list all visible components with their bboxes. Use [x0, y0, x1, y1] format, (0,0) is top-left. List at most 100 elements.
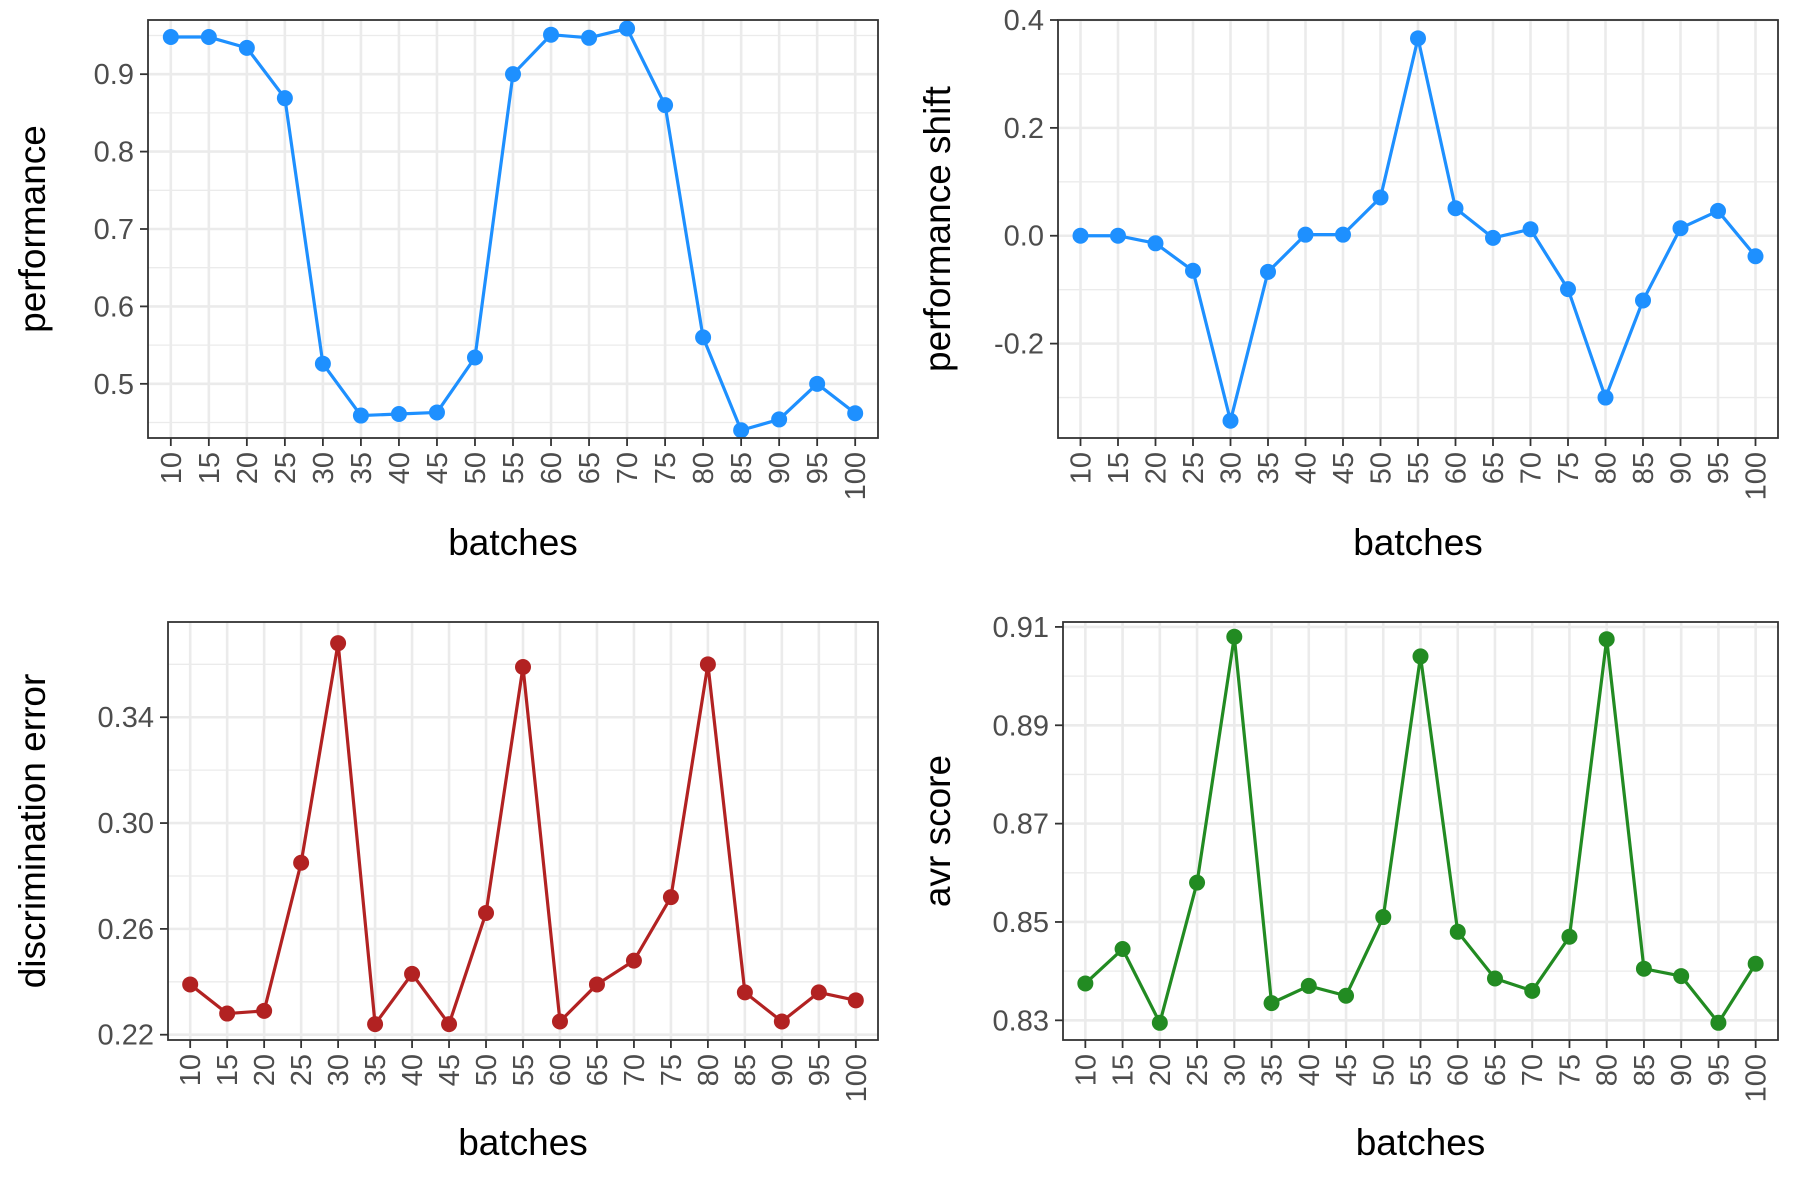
data-point	[1114, 941, 1131, 958]
x-tick-label: 25	[286, 1054, 318, 1086]
data-point	[699, 656, 716, 673]
y-tick-label: 0.4	[1004, 5, 1044, 37]
data-point	[662, 889, 679, 906]
x-tick-label: 30	[1216, 452, 1248, 484]
x-tick-label: 55	[1406, 1054, 1438, 1086]
data-point	[1747, 955, 1764, 972]
data-point	[1412, 648, 1429, 665]
y-tick-label: 0.5	[94, 369, 134, 401]
data-point	[367, 1016, 384, 1033]
x-tick-label: 85	[1629, 1054, 1661, 1086]
data-point	[1338, 987, 1355, 1004]
x-axis-title: batches	[1356, 1122, 1486, 1163]
x-tick-label: 40	[1294, 1054, 1326, 1086]
x-tick-label: 85	[730, 1054, 762, 1086]
x-tick-label: 80	[693, 1054, 725, 1086]
x-axis-title: batches	[458, 1122, 588, 1163]
y-axis-title: discrimination error	[12, 674, 53, 989]
data-point	[733, 422, 750, 439]
data-point	[238, 39, 255, 56]
x-tick-label: 45	[434, 1054, 466, 1086]
x-tick-label: 25	[270, 452, 302, 484]
data-point	[200, 29, 217, 46]
x-tick-label: 45	[1331, 1054, 1363, 1086]
data-point	[478, 905, 495, 922]
data-point	[1263, 995, 1280, 1012]
data-point	[162, 29, 179, 46]
x-tick-label: 100	[840, 452, 872, 500]
x-tick-label: 20	[232, 452, 264, 484]
y-axis-title: performance shift	[917, 85, 958, 372]
data-point	[1635, 960, 1652, 977]
data-point	[1335, 226, 1351, 243]
data-point	[1447, 200, 1464, 217]
x-tick-label: 100	[841, 1054, 873, 1102]
data-point	[1185, 262, 1201, 279]
data-point	[352, 407, 369, 424]
data-point	[330, 635, 347, 652]
y-tick-label: 0.85	[993, 907, 1049, 939]
data-point	[1524, 982, 1541, 999]
x-tick-label: 30	[1219, 1054, 1251, 1086]
data-point	[1598, 631, 1615, 648]
data-point	[515, 658, 531, 675]
x-tick-label: 15	[194, 452, 226, 484]
data-point	[1561, 928, 1578, 945]
y-tick-label: 0.87	[993, 809, 1049, 841]
x-tick-label: 10	[156, 452, 188, 484]
data-point	[428, 404, 445, 421]
data-point	[314, 355, 331, 372]
x-tick-label: 65	[1480, 1054, 1512, 1086]
data-point	[1147, 235, 1164, 252]
x-tick-label: 75	[1554, 1054, 1586, 1086]
data-point	[771, 411, 788, 428]
x-tick-label: 90	[1666, 1054, 1698, 1086]
x-tick-label: 35	[1253, 452, 1285, 484]
data-point	[1522, 221, 1539, 238]
y-tick-label: 0.6	[94, 291, 134, 323]
data-point	[551, 1013, 568, 1030]
data-point	[736, 984, 753, 1001]
x-tick-label: 95	[802, 452, 834, 484]
y-tick-label: 0.9	[94, 59, 134, 91]
data-point	[293, 854, 310, 871]
data-point	[1189, 874, 1206, 891]
x-tick-label: 30	[308, 452, 340, 484]
x-tick-label: 60	[1443, 1054, 1475, 1086]
data-point	[810, 984, 827, 1001]
data-point	[1485, 229, 1501, 246]
x-tick-label: 75	[650, 452, 682, 484]
y-tick-label: 0.34	[98, 702, 154, 734]
x-tick-label: 55	[498, 452, 530, 484]
y-tick-label: 0.0	[1004, 221, 1044, 253]
data-point	[773, 1013, 790, 1030]
x-tick-label: 80	[688, 452, 720, 484]
x-tick-label: 30	[323, 1054, 355, 1086]
data-point	[1077, 975, 1094, 992]
x-tick-label: 15	[212, 1054, 244, 1086]
x-tick-label: 25	[1182, 1054, 1214, 1086]
x-tick-label: 50	[460, 452, 492, 484]
x-tick-label: 70	[619, 1054, 651, 1086]
x-tick-label: 85	[1628, 452, 1660, 484]
data-point	[1710, 1014, 1727, 1031]
y-tick-label: 0.89	[993, 710, 1049, 742]
data-point	[625, 952, 642, 969]
data-point	[847, 992, 864, 1009]
x-axis-title: batches	[448, 522, 578, 563]
data-point	[276, 90, 293, 107]
y-tick-label: 0.2	[1004, 113, 1044, 145]
x-tick-label: 15	[1108, 1054, 1140, 1086]
x-tick-label: 95	[1703, 452, 1735, 484]
data-point	[1372, 189, 1389, 206]
data-point	[581, 29, 598, 46]
x-tick-label: 95	[1703, 1054, 1735, 1086]
x-tick-label: 40	[397, 1054, 429, 1086]
x-tick-label: 85	[726, 452, 758, 484]
data-point	[1260, 263, 1276, 280]
data-point	[1297, 226, 1314, 243]
x-tick-label: 65	[582, 1054, 614, 1086]
